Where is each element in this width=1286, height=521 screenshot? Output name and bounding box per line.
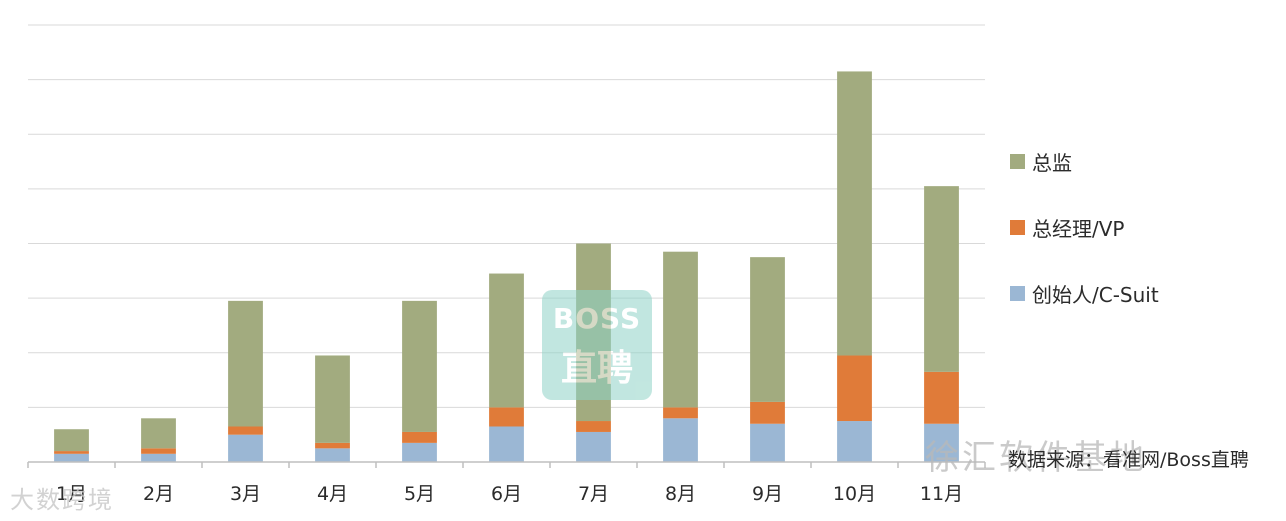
bar-segment-1-0 xyxy=(54,451,89,454)
bar-segment-1-10 xyxy=(924,371,959,424)
bar-segment-0-9 xyxy=(837,421,872,462)
legend-label: 创始人/C-Suit xyxy=(1032,282,1159,307)
bar-segment-0-8 xyxy=(750,423,785,462)
legend-swatch xyxy=(1010,219,1025,235)
bar-segment-1-3 xyxy=(315,442,350,449)
bar-segment-0-1 xyxy=(141,453,176,462)
legend-swatch xyxy=(1010,153,1025,169)
bar-segment-0-10 xyxy=(924,423,959,462)
bar-segment-2-0 xyxy=(54,429,89,452)
x-tick-label: 1月 xyxy=(56,483,87,505)
bar-segment-1-5 xyxy=(489,407,524,427)
legend-label: 总监 xyxy=(1032,150,1072,175)
bar-segment-0-3 xyxy=(315,448,350,462)
bar-segment-2-2 xyxy=(228,300,263,427)
bar-segment-0-5 xyxy=(489,426,524,462)
bars xyxy=(54,71,959,462)
bar-segment-2-1 xyxy=(141,418,176,449)
x-tick-label: 10月 xyxy=(833,483,876,505)
bar-segment-1-7 xyxy=(663,407,698,419)
watermark-line1: BOSS xyxy=(552,302,642,335)
legend: 总监总经理/VP 创始人/C-Suit xyxy=(1010,128,1159,326)
boss-watermark: BOSS 直聘 xyxy=(542,290,652,400)
bar-segment-1-8 xyxy=(750,401,785,424)
bar-segment-1-4 xyxy=(402,431,437,443)
bar-segment-1-9 xyxy=(837,355,872,422)
bar-segment-2-8 xyxy=(750,257,785,402)
bar-segment-2-7 xyxy=(663,251,698,408)
bar-segment-0-4 xyxy=(402,442,437,462)
x-tick-labels: 1月 2月 3月 4月 5月 6月 7月 8月 9月 10月 11月 xyxy=(56,483,963,505)
bar-segment-0-7 xyxy=(663,418,698,462)
bar-segment-1-1 xyxy=(141,448,176,454)
legend-item: 创始人/C-Suit xyxy=(1010,260,1159,326)
x-tick-label: 2月 xyxy=(143,483,174,505)
watermark-line2: 直聘 xyxy=(560,348,633,389)
stacked-bar-chart: 1月 2月 3月 4月 5月 6月 7月 8月 9月 10月 11月 xyxy=(27,24,986,505)
source-note: 数据来源：看准网/Boss直聘 xyxy=(1008,449,1249,471)
overlay-watermark-bottom: 大数跨境 xyxy=(10,486,114,514)
bar-segment-2-9 xyxy=(837,71,872,356)
x-tick-label: 6月 xyxy=(491,483,522,505)
legend-swatch xyxy=(1010,285,1025,301)
x-tick-label: 4月 xyxy=(317,483,348,505)
x-tick-label: 9月 xyxy=(752,483,783,505)
x-tick-label: 5月 xyxy=(404,483,435,505)
bar-segment-0-0 xyxy=(54,453,89,462)
x-axis xyxy=(27,461,986,468)
bar-segment-2-10 xyxy=(924,186,959,372)
bar-segment-2-4 xyxy=(402,300,437,432)
bar-segment-1-2 xyxy=(228,426,263,435)
bar-segment-2-3 xyxy=(315,355,350,443)
legend-item: 总监 xyxy=(1010,128,1159,194)
x-tick-label: 3月 xyxy=(230,483,261,505)
bar-segment-1-6 xyxy=(576,421,611,432)
bar-segment-2-5 xyxy=(489,273,524,408)
legend-item: 总经理/VP xyxy=(1010,194,1159,260)
x-tick-label: 11月 xyxy=(920,483,963,505)
bar-segment-0-6 xyxy=(576,431,611,462)
x-tick-label: 8月 xyxy=(665,483,696,505)
bar-segment-0-2 xyxy=(228,434,263,462)
x-tick-label: 7月 xyxy=(578,483,609,505)
legend-label: 总经理/VP xyxy=(1032,216,1125,241)
overlay-watermark-right: 徐汇软件基地 xyxy=(925,438,1147,478)
